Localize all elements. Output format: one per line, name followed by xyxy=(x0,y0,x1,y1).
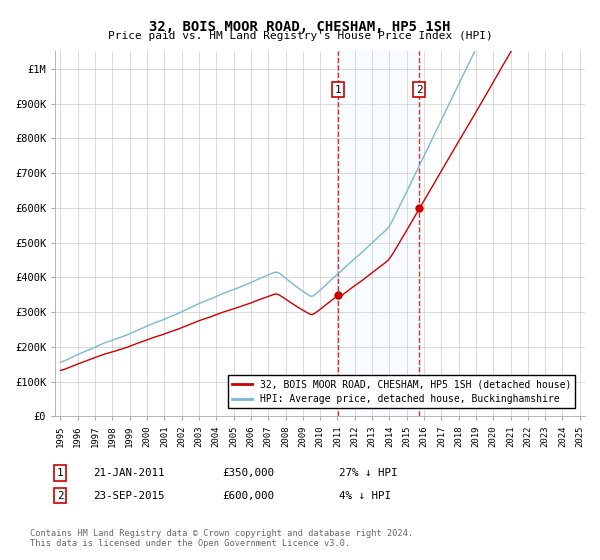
Text: £600,000: £600,000 xyxy=(222,491,274,501)
Text: 32, BOIS MOOR ROAD, CHESHAM, HP5 1SH: 32, BOIS MOOR ROAD, CHESHAM, HP5 1SH xyxy=(149,20,451,34)
Text: Price paid vs. HM Land Registry's House Price Index (HPI): Price paid vs. HM Land Registry's House … xyxy=(107,31,493,41)
Text: 1: 1 xyxy=(57,468,63,478)
Text: 27% ↓ HPI: 27% ↓ HPI xyxy=(339,468,397,478)
Legend: 32, BOIS MOOR ROAD, CHESHAM, HP5 1SH (detached house), HPI: Average price, detac: 32, BOIS MOOR ROAD, CHESHAM, HP5 1SH (de… xyxy=(229,375,575,408)
Text: 4% ↓ HPI: 4% ↓ HPI xyxy=(339,491,391,501)
Text: Contains HM Land Registry data © Crown copyright and database right 2024.
This d: Contains HM Land Registry data © Crown c… xyxy=(30,529,413,548)
Text: 21-JAN-2011: 21-JAN-2011 xyxy=(93,468,164,478)
Bar xyxy=(338,52,419,417)
Text: 23-SEP-2015: 23-SEP-2015 xyxy=(93,491,164,501)
Text: 1: 1 xyxy=(335,85,341,95)
Text: 2: 2 xyxy=(416,85,423,95)
Text: 2: 2 xyxy=(57,491,63,501)
Text: £350,000: £350,000 xyxy=(222,468,274,478)
